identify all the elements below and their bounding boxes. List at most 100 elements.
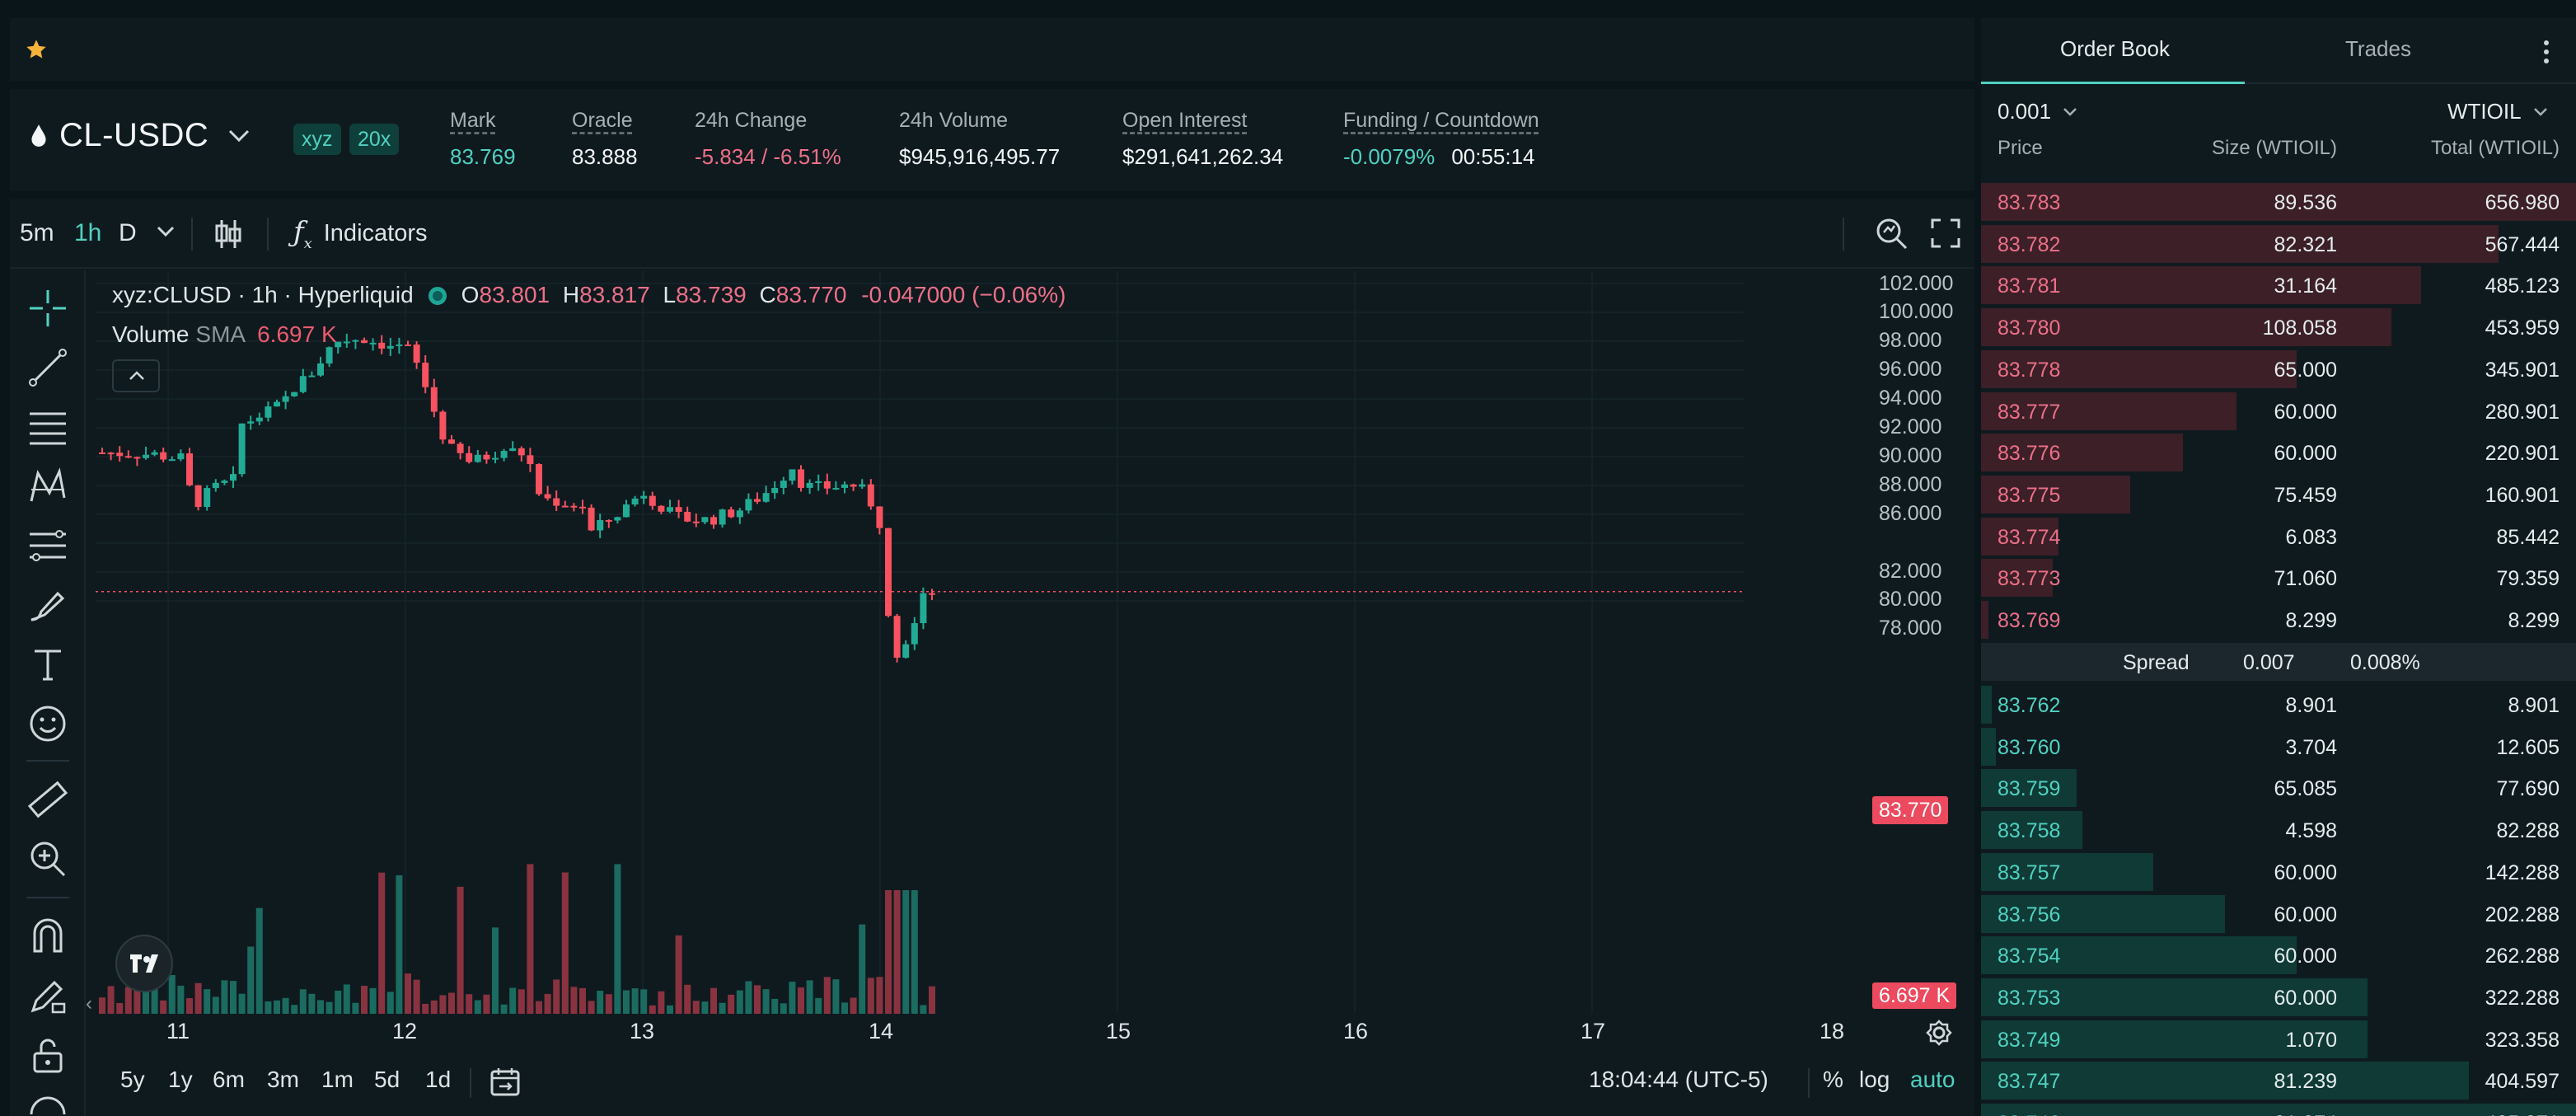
- depth-bar: [1981, 1104, 2576, 1116]
- volume-bar: [160, 1000, 167, 1014]
- bid-row[interactable]: 83.747 81.239 404.597: [1981, 1060, 2576, 1101]
- unlock-icon[interactable]: [26, 1034, 69, 1076]
- range-5y[interactable]: 5y: [120, 1067, 145, 1092]
- zoom-in-icon[interactable]: [26, 837, 69, 880]
- lock-pencil-icon[interactable]: [26, 974, 69, 1017]
- candle: [553, 490, 560, 511]
- row-price: 83.782: [1998, 232, 2061, 256]
- indicators-button[interactable]: ƒx Indicators: [293, 216, 428, 252]
- symbol-selector[interactable]: CL-USDC: [30, 117, 250, 154]
- range-6m[interactable]: 6m: [213, 1067, 245, 1092]
- divider: [26, 760, 69, 762]
- row-size: 81.239: [2274, 1070, 2337, 1094]
- candle: [378, 335, 386, 354]
- unit-select[interactable]: WTIOIL: [2447, 99, 2548, 124]
- bid-row[interactable]: 83.758 4.598 82.288: [1981, 809, 2576, 851]
- zoom-search-icon[interactable]: [1874, 216, 1909, 251]
- fullscreen-icon[interactable]: [1930, 218, 1961, 249]
- row-total: 453.959: [2485, 317, 2560, 340]
- auto-toggle[interactable]: auto: [1910, 1067, 1955, 1092]
- bid-row[interactable]: 83.762 8.901 8.901: [1981, 684, 2576, 725]
- row-size: 8.299: [2285, 609, 2337, 632]
- trend-line-icon[interactable]: [26, 346, 69, 389]
- chevron-down-icon: [2533, 107, 2547, 116]
- row-price: 83.747: [1998, 1070, 2061, 1094]
- chevron-down-icon[interactable]: [157, 226, 175, 237]
- volume-bar: [736, 990, 743, 1014]
- volume-bar: [282, 997, 289, 1014]
- horizontal-lines-icon[interactable]: [26, 406, 69, 448]
- bid-row[interactable]: 83.746 91.374 495.971: [1981, 1102, 2576, 1116]
- log-toggle[interactable]: log: [1859, 1067, 1890, 1092]
- volume-bar: [561, 872, 569, 1014]
- tab-order-book[interactable]: Order Book: [2060, 36, 2170, 61]
- bid-row[interactable]: 83.754 60.000 262.288: [1981, 935, 2576, 976]
- tradingview-logo[interactable]: [115, 935, 173, 992]
- bid-row[interactable]: 83.749 1.070 323.358: [1981, 1019, 2576, 1060]
- range-1y[interactable]: 1y: [168, 1067, 193, 1092]
- text-icon[interactable]: [26, 643, 69, 686]
- bid-row[interactable]: 83.760 3.704 12.605: [1981, 726, 2576, 767]
- col-total: Total (WTIOIL): [2430, 137, 2560, 159]
- ask-row[interactable]: 83.783 89.536 656.980: [1981, 181, 2576, 223]
- candle: [221, 479, 228, 485]
- candle: [177, 449, 185, 462]
- calendar-range-icon[interactable]: [489, 1067, 521, 1098]
- pattern-icon[interactable]: [26, 465, 69, 508]
- emoji-icon[interactable]: [26, 702, 69, 745]
- brush-icon[interactable]: [26, 584, 69, 626]
- ask-row[interactable]: 83.782 82.321 567.444: [1981, 223, 2576, 265]
- crosshair-icon[interactable]: [26, 287, 69, 330]
- favorites-bar: [10, 18, 1974, 81]
- ask-row[interactable]: 83.774 6.083 85.442: [1981, 516, 2576, 557]
- candle: [457, 442, 464, 460]
- ask-row[interactable]: 83.777 60.000 280.901: [1981, 391, 2576, 432]
- range-1d[interactable]: 1d: [425, 1067, 452, 1092]
- bid-row[interactable]: 83.757 60.000 142.288: [1981, 851, 2576, 893]
- eye-icon[interactable]: [26, 1090, 69, 1114]
- ruler-icon[interactable]: [26, 778, 69, 821]
- settings-icon[interactable]: [1925, 1019, 1953, 1047]
- timeframe-d[interactable]: D: [119, 219, 137, 246]
- candle: [492, 452, 499, 464]
- volume-bar: [194, 982, 202, 1014]
- leverage-badge[interactable]: 20x: [349, 124, 400, 155]
- ask-row[interactable]: 83.776 60.000 220.901: [1981, 432, 2576, 473]
- bid-row[interactable]: 83.753 60.000 322.288: [1981, 977, 2576, 1018]
- volume-bar: [177, 985, 185, 1014]
- magnet-icon[interactable]: [26, 915, 69, 958]
- star-icon[interactable]: [25, 38, 48, 61]
- scroll-left-icon[interactable]: ‹: [86, 992, 92, 1015]
- price-tick: 82.000: [1879, 560, 1942, 583]
- ask-row[interactable]: 83.778 65.000 345.901: [1981, 349, 2576, 390]
- candles-icon[interactable]: [214, 218, 242, 251]
- ask-row[interactable]: 83.780 108.058 453.959: [1981, 307, 2576, 348]
- bid-row[interactable]: 83.759 65.085 77.690: [1981, 767, 2576, 809]
- candle: [771, 481, 779, 499]
- candle: [728, 506, 735, 518]
- tab-trades[interactable]: Trades: [2345, 36, 2411, 61]
- row-size: 60.000: [2274, 400, 2337, 424]
- row-price: 83.756: [1998, 903, 2061, 926]
- range-1m[interactable]: 1m: [321, 1067, 354, 1092]
- candlestick-chart[interactable]: [96, 270, 1744, 1014]
- volume-bar: [422, 1003, 429, 1014]
- percent-toggle[interactable]: %: [1823, 1067, 1843, 1092]
- candle: [282, 391, 289, 410]
- more-options-icon[interactable]: [2541, 38, 2551, 66]
- range-3m[interactable]: 3m: [267, 1067, 299, 1092]
- collapse-legend-button[interactable]: [112, 359, 160, 392]
- ask-row[interactable]: 83.781 31.164 485.123: [1981, 265, 2576, 306]
- timeframe-5m[interactable]: 5m: [20, 219, 54, 246]
- time-tick: 16: [1343, 1019, 1369, 1043]
- ask-row[interactable]: 83.775 75.459 160.901: [1981, 474, 2576, 515]
- range-5d[interactable]: 5d: [374, 1067, 400, 1092]
- ask-row[interactable]: 83.769 8.299 8.299: [1981, 599, 2576, 640]
- chart-clock[interactable]: 18:04:44 (UTC-5): [1589, 1067, 1768, 1092]
- bid-row[interactable]: 83.756 60.000 202.288: [1981, 893, 2576, 935]
- tick-size-select[interactable]: 0.001: [1998, 99, 2077, 124]
- timeframe-1h[interactable]: 1h: [74, 219, 102, 246]
- ask-row[interactable]: 83.773 71.060 79.359: [1981, 557, 2576, 598]
- fib-icon[interactable]: [26, 524, 69, 567]
- depth-bar: [1981, 517, 2058, 556]
